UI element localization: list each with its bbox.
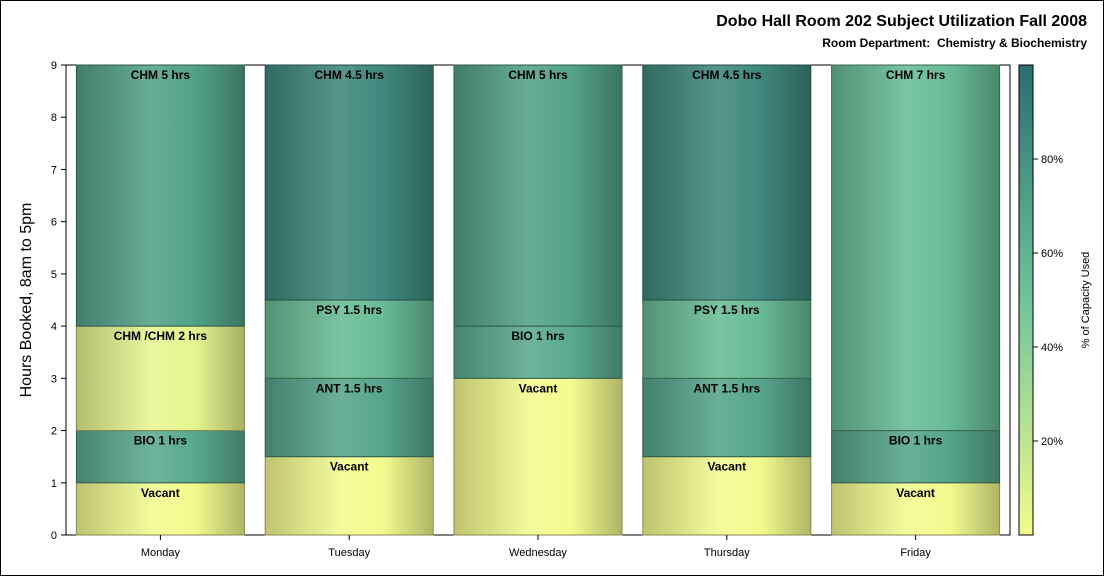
segment-label: ANT 1.5 hrs — [316, 381, 383, 395]
bar-segment — [453, 377, 623, 536]
y-tick-label: 5 — [51, 269, 57, 281]
bar-segment — [264, 377, 434, 458]
bar-segment — [75, 430, 245, 484]
y-tick-label: 6 — [51, 217, 57, 229]
y-tick-label: 0 — [51, 530, 57, 542]
colorbar-title: % of Capacity Used — [1080, 252, 1092, 349]
bar-segment — [264, 299, 434, 379]
bar-stack-wednesday: Vacant BIO 1 hrs CHM 5 hrs — [453, 64, 623, 536]
bar-stack-tuesday: Vacant ANT 1.5 hrs PSY 1.5 hrs CHM 4.5 hrs — [264, 64, 434, 536]
segment-label: BIO 1 hrs — [889, 434, 943, 448]
bar-segment — [453, 64, 623, 327]
colorbar-tick-label: 40% — [1041, 342, 1063, 354]
bar-stack-friday: Vacant BIO 1 hrs CHM 7 hrs — [831, 64, 1001, 536]
x-tick-label: Tuesday — [328, 547, 370, 559]
bar-segment — [264, 64, 434, 301]
segment-label: CHM 4.5 hrs — [692, 68, 762, 82]
x-tick-label: Friday — [900, 547, 931, 559]
y-tick-label: 7 — [51, 164, 57, 176]
x-axis: Monday Tuesday Wednesday Thursday Friday — [141, 535, 931, 559]
bar-segment — [75, 325, 245, 432]
colorbar-ramp — [1018, 64, 1034, 536]
colorbar-tick-label: 20% — [1041, 436, 1063, 448]
bar-stack-monday: Vacant BIO 1 hrs CHM /CHM 2 hrs CHM 5 hrs — [75, 64, 245, 536]
y-tick-label: 2 — [51, 426, 57, 438]
segment-label: Vacant — [707, 460, 746, 474]
segment-label: BIO 1 hrs — [511, 329, 565, 343]
bar-segment — [642, 64, 812, 301]
y-tick-label: 1 — [51, 478, 57, 490]
colorbar-tick-label: 80% — [1041, 154, 1063, 166]
x-tick-label: Thursday — [704, 547, 750, 559]
segment-label: CHM 7 hrs — [886, 68, 946, 82]
bar-segment — [75, 482, 245, 536]
chart-subtitle: Room Department: Chemistry & Biochemistr… — [822, 36, 1087, 50]
y-tick-label: 8 — [51, 112, 57, 124]
chart-title: Dobo Hall Room 202 Subject Utilization F… — [716, 13, 1087, 30]
segment-label: PSY 1.5 hrs — [694, 303, 760, 317]
segment-label: PSY 1.5 hrs — [316, 303, 382, 317]
x-tick-label: Wednesday — [509, 547, 567, 559]
bar-segment — [75, 64, 245, 327]
segment-label: BIO 1 hrs — [134, 434, 188, 448]
segment-label: Vacant — [519, 381, 558, 395]
bar-segment — [831, 482, 1001, 536]
segment-label: Vacant — [896, 486, 935, 500]
bar-segment — [642, 377, 812, 458]
segment-label: CHM /CHM 2 hrs — [114, 329, 208, 343]
y-axis-title: Hours Booked, 8am to 5pm — [18, 203, 35, 398]
segment-label: CHM 5 hrs — [508, 68, 568, 82]
bar-stack-thursday: Vacant ANT 1.5 hrs PSY 1.5 hrs CHM 4.5 hrs — [642, 64, 812, 536]
segment-label: CHM 4.5 hrs — [315, 68, 385, 82]
segment-label: Vacant — [141, 486, 180, 500]
bar-segment — [642, 456, 812, 536]
bar-segment — [453, 325, 623, 379]
colorbar-tick-label: 60% — [1041, 248, 1063, 260]
segment-label: Vacant — [330, 460, 369, 474]
segment-label: CHM 5 hrs — [131, 68, 191, 82]
y-tick-label: 9 — [51, 60, 57, 72]
bar-segment — [831, 430, 1001, 484]
colorbar: 20% 40% 60% 80% % of Capacity Used — [1018, 64, 1092, 536]
y-axis: 0 1 2 3 4 5 6 7 8 9 Hours Booked, 8am to 5pm — [18, 60, 66, 542]
x-tick-label: Monday — [141, 547, 181, 559]
segment-label: ANT 1.5 hrs — [693, 381, 760, 395]
y-tick-label: 4 — [51, 321, 57, 333]
bar-segment — [831, 64, 1001, 432]
y-tick-label: 3 — [51, 373, 57, 385]
bar-segment — [264, 456, 434, 536]
